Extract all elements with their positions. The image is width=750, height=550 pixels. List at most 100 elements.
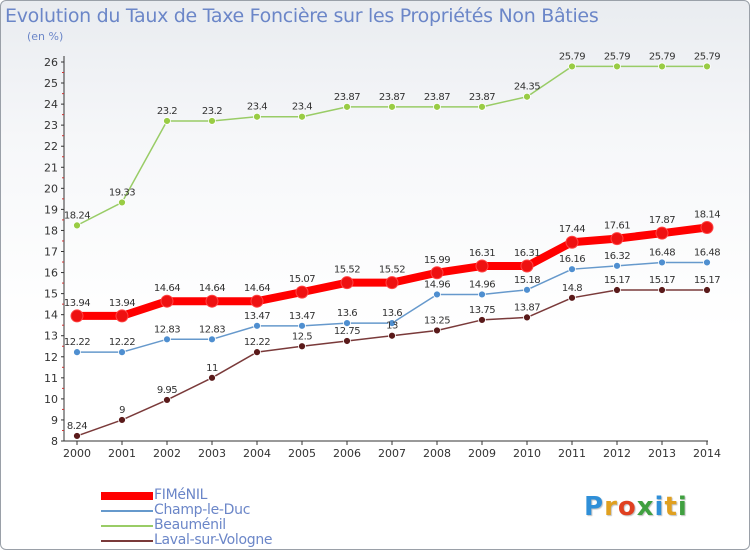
data-label-fim-nil: 13.94 — [109, 298, 135, 309]
data-label-beaum-nil: 25.79 — [694, 51, 720, 62]
data-label-laval-sur-vologne: 13.75 — [469, 305, 495, 316]
data-point-fim-nil — [655, 226, 669, 240]
data-label-champ-le-duc: 13.47 — [244, 311, 270, 322]
legend-label: Champ-le-Duc — [154, 502, 251, 518]
data-label-fim-nil: 14.64 — [154, 283, 180, 294]
data-point-laval-sur-vologne — [433, 326, 441, 335]
legend-item-laval-sur-vologne: Laval-sur-Vologne — [101, 532, 361, 548]
data-label-fim-nil: 15.52 — [379, 265, 405, 276]
data-point-champ-le-duc — [388, 319, 396, 327]
data-label-beaum-nil: 25.79 — [604, 51, 630, 62]
x-tick-label: 2003 — [198, 447, 226, 460]
data-label-laval-sur-vologne: 9 — [119, 405, 125, 416]
data-point-beaum-nil — [343, 102, 351, 111]
series-line-beaum-nil — [76, 65, 708, 227]
data-label-champ-le-duc: 13.6 — [382, 308, 402, 319]
data-point-beaum-nil — [253, 112, 261, 121]
data-label-champ-le-duc: 16.16 — [559, 254, 585, 265]
data-point-champ-le-duc — [523, 285, 531, 294]
data-point-champ-le-duc — [433, 290, 441, 299]
data-point-beaum-nil — [163, 117, 171, 125]
data-point-beaum-nil — [433, 102, 441, 111]
data-label-beaum-nil: 23.2 — [157, 106, 177, 117]
proxiti-logo: Proxiti — [584, 492, 688, 522]
data-point-fim-nil — [205, 294, 219, 308]
data-label-beaum-nil: 25.79 — [559, 51, 585, 62]
data-label-laval-sur-vologne: 14.8 — [562, 283, 582, 294]
data-label-fim-nil: 15.99 — [424, 255, 450, 266]
data-label-beaum-nil: 23.87 — [469, 92, 495, 103]
y-tick-label: 22 — [44, 140, 58, 153]
data-point-laval-sur-vologne — [478, 316, 486, 324]
x-tick-label: 2000 — [63, 447, 91, 460]
data-label-fim-nil: 15.52 — [334, 265, 360, 276]
data-label-champ-le-duc: 12.22 — [64, 337, 90, 348]
data-label-champ-le-duc: 12.83 — [199, 324, 225, 335]
data-point-laval-sur-vologne — [343, 337, 351, 345]
y-tick-label: 18 — [44, 224, 58, 237]
data-point-beaum-nil — [388, 102, 396, 111]
data-point-laval-sur-vologne — [208, 373, 216, 382]
y-tick-label: 8 — [51, 435, 58, 448]
y-tick-label: 13 — [44, 330, 58, 343]
data-point-champ-le-duc — [163, 335, 171, 344]
x-tick-label: 2012 — [603, 447, 631, 460]
data-point-fim-nil — [565, 235, 579, 249]
logo-letter: i — [677, 492, 688, 522]
data-label-fim-nil: 15.07 — [289, 274, 315, 285]
data-point-laval-sur-vologne — [253, 348, 261, 357]
legend-label: Beauménil — [154, 517, 226, 533]
data-label-champ-le-duc: 15.18 — [514, 275, 540, 286]
data-point-laval-sur-vologne — [568, 293, 576, 302]
data-label-champ-le-duc: 14.96 — [469, 279, 495, 290]
data-label-fim-nil: 14.64 — [199, 283, 225, 294]
data-label-champ-le-duc: 13.47 — [289, 311, 315, 322]
y-tick-label: 15 — [44, 288, 58, 301]
data-label-laval-sur-vologne: 15.17 — [694, 275, 720, 286]
x-tick-label: 2001 — [108, 447, 136, 460]
x-tick-label: 2011 — [558, 447, 586, 460]
y-tick-label: 9 — [51, 414, 58, 427]
data-point-laval-sur-vologne — [73, 432, 81, 440]
data-point-fim-nil — [250, 294, 264, 308]
data-label-beaum-nil: 18.24 — [64, 210, 90, 221]
data-point-laval-sur-vologne — [613, 286, 621, 294]
logo-letter: x — [636, 492, 655, 522]
data-label-champ-le-duc: 16.48 — [694, 247, 720, 258]
chart-subtitle: (en %) — [27, 30, 64, 43]
data-point-beaum-nil — [568, 62, 576, 71]
data-point-champ-le-duc — [343, 319, 351, 327]
legend-label: FIMéNIL — [154, 487, 208, 503]
x-tick-label: 2004 — [243, 447, 271, 460]
y-tick-label: 16 — [44, 267, 58, 280]
data-label-laval-sur-vologne: 8.24 — [67, 421, 87, 432]
data-point-fim-nil — [700, 220, 714, 234]
data-point-beaum-nil — [658, 62, 666, 71]
legend-item-beaum-nil: Beauménil — [101, 517, 361, 533]
data-label-fim-nil: 16.31 — [514, 248, 540, 259]
data-point-laval-sur-vologne — [658, 286, 666, 294]
data-point-beaum-nil — [613, 62, 621, 71]
data-label-laval-sur-vologne: 12.22 — [244, 337, 270, 348]
data-point-champ-le-duc — [208, 335, 216, 344]
chart-title: Evolution du Taux de Taxe Foncière sur l… — [5, 5, 599, 27]
data-point-beaum-nil — [208, 117, 216, 125]
data-label-champ-le-duc: 12.22 — [109, 337, 135, 348]
data-label-laval-sur-vologne: 15.17 — [649, 275, 675, 286]
data-point-champ-le-duc — [478, 290, 486, 299]
y-tick-label: 23 — [44, 119, 58, 132]
data-point-beaum-nil — [73, 221, 81, 230]
data-label-beaum-nil: 23.87 — [424, 92, 450, 103]
data-point-beaum-nil — [703, 62, 711, 71]
data-label-fim-nil: 16.31 — [469, 248, 495, 259]
data-label-fim-nil: 14.64 — [244, 283, 270, 294]
data-label-laval-sur-vologne: 13.25 — [424, 315, 450, 326]
data-label-fim-nil: 18.14 — [694, 209, 720, 220]
x-tick-label: 2009 — [468, 447, 496, 460]
data-point-fim-nil — [430, 266, 444, 280]
y-tick-label: 14 — [44, 309, 58, 322]
y-tick-label: 26 — [44, 56, 58, 69]
data-label-laval-sur-vologne: 11 — [206, 363, 218, 374]
